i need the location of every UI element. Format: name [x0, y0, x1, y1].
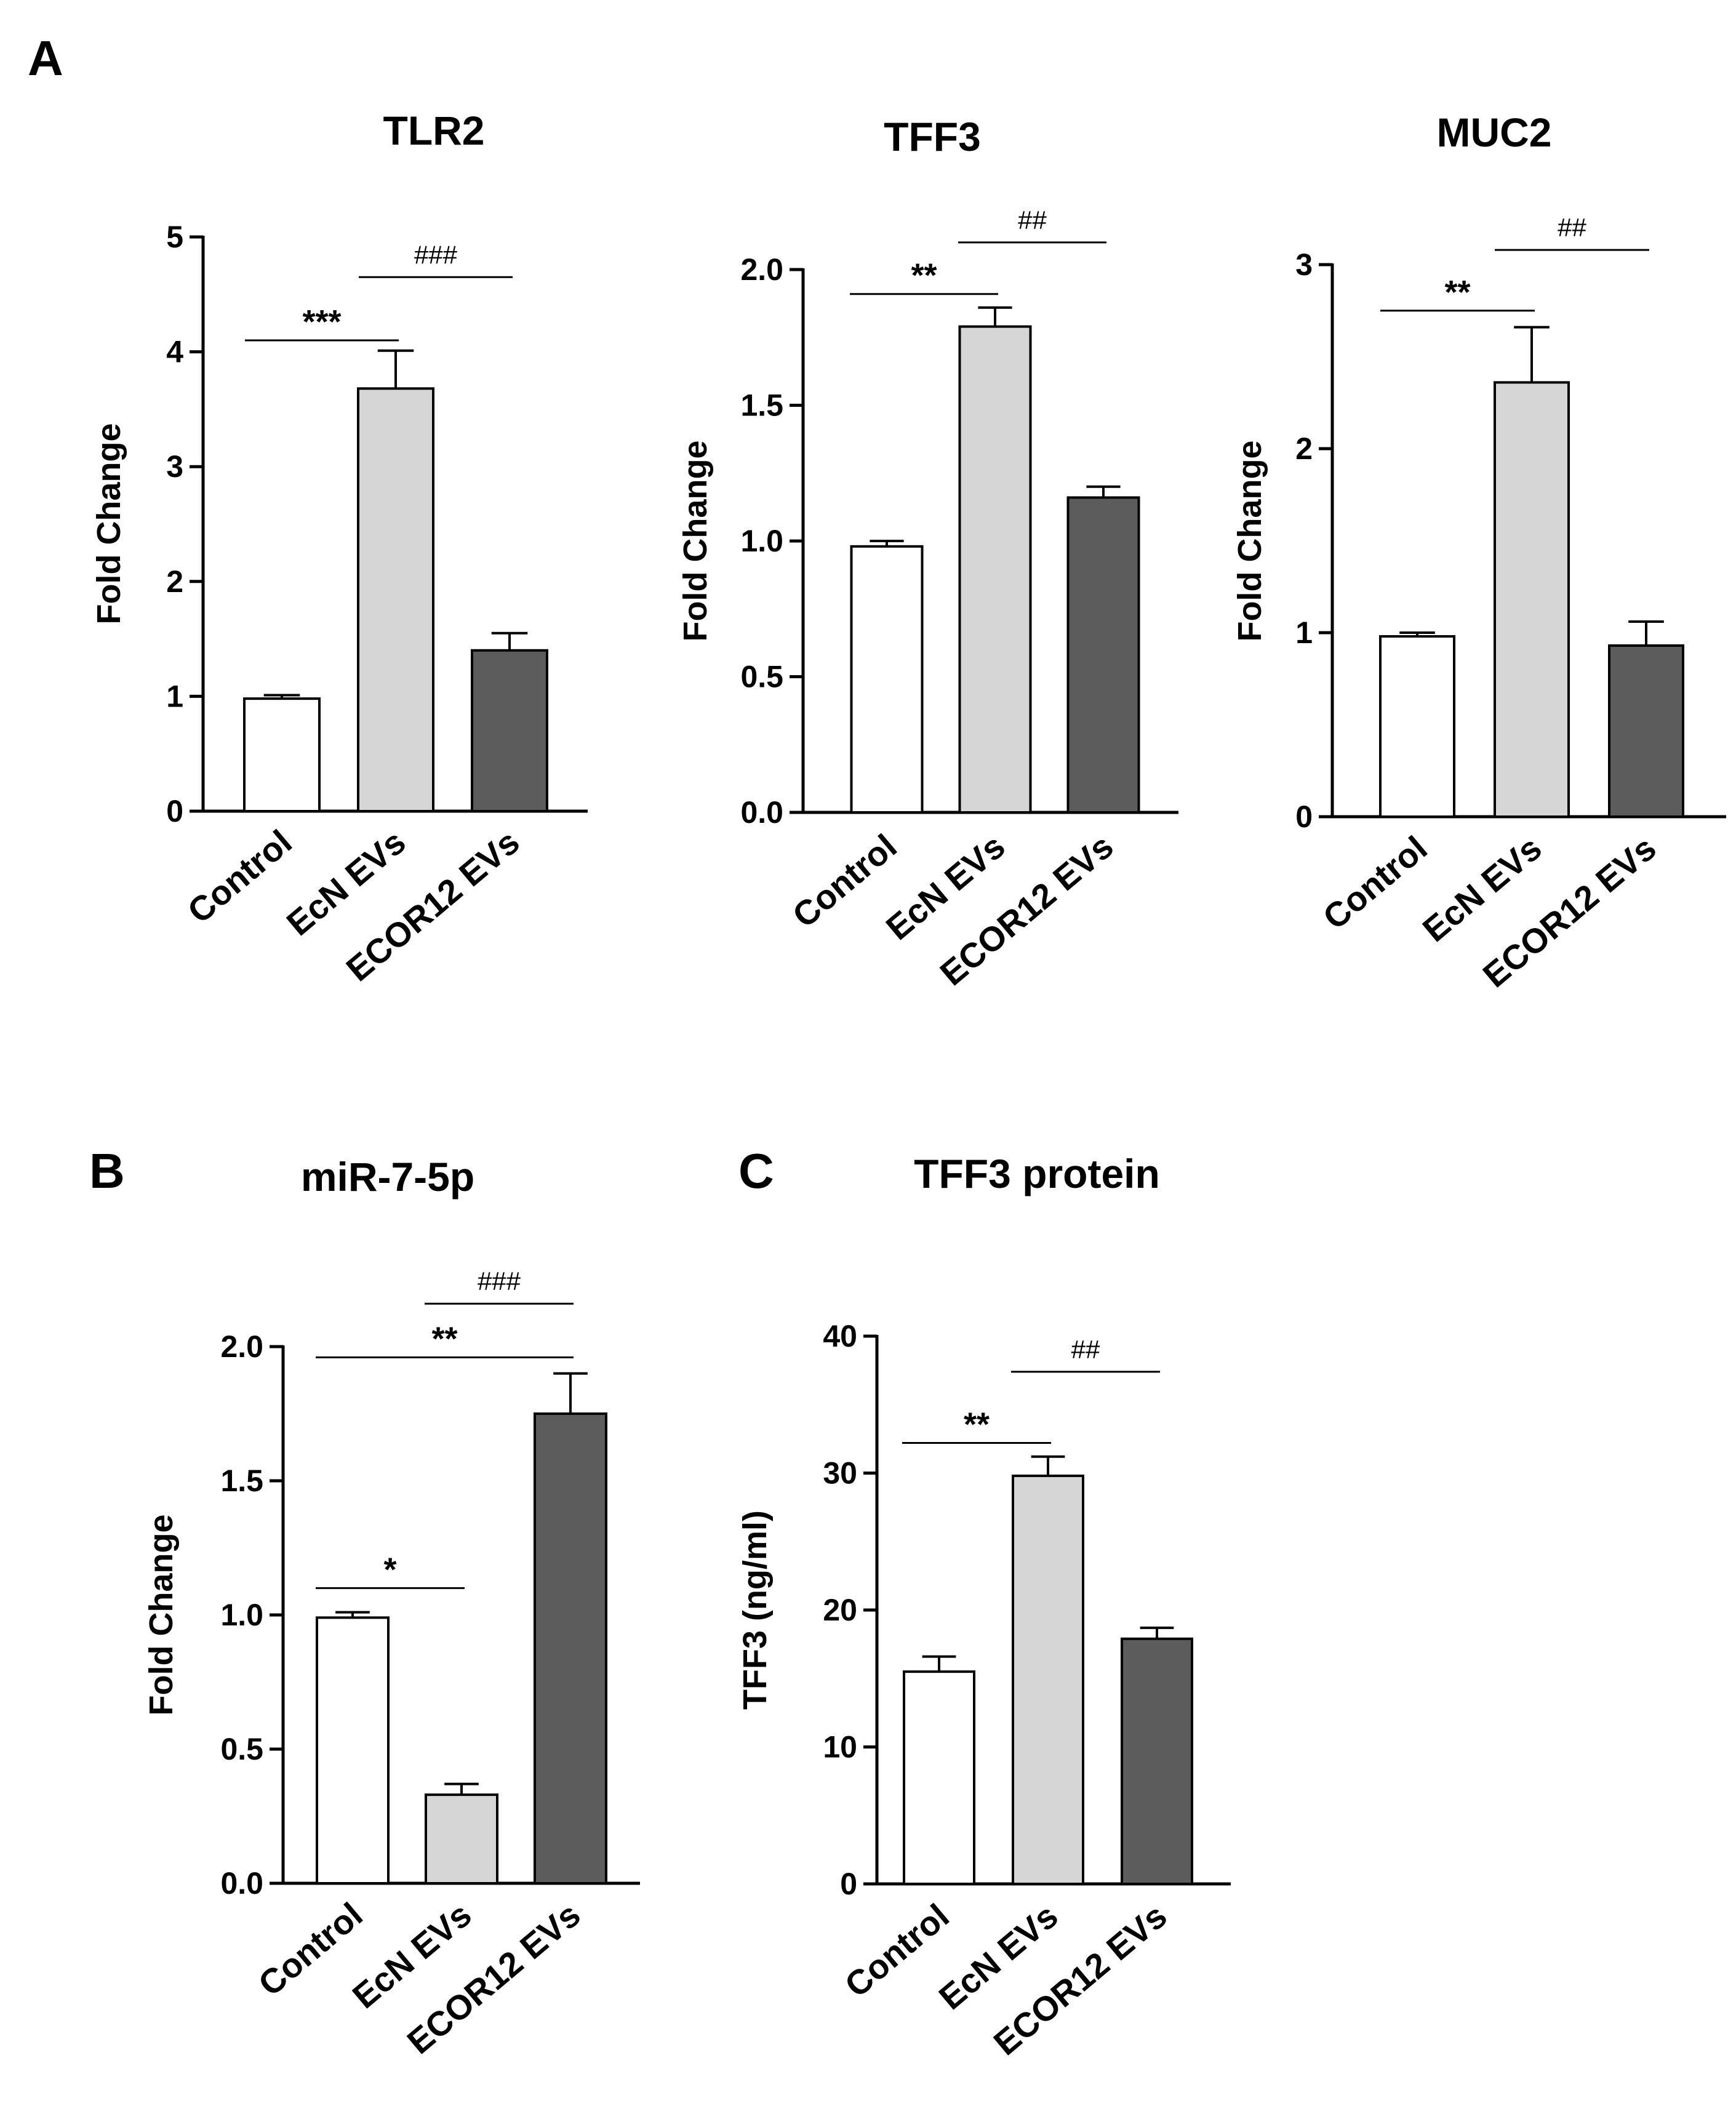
bar: [1012, 1474, 1084, 1885]
y-tick-label: 3: [1295, 247, 1313, 282]
y-tick-label: 2: [1295, 431, 1313, 466]
y-tick-label: 20: [823, 1593, 857, 1627]
bar: [1608, 644, 1684, 819]
bar: [1379, 635, 1455, 818]
y-tick-label: 1: [1295, 615, 1313, 650]
y-tick-label: 2.0: [220, 1329, 263, 1364]
y-tick-label: 0.5: [740, 660, 783, 694]
y-tick-label: 0.0: [740, 795, 783, 830]
y-tick-label: 1.0: [740, 524, 783, 558]
y-tick-label: 30: [823, 1456, 857, 1491]
chart-title: TFF3 protein: [914, 1151, 1160, 1196]
significance-label: **: [911, 257, 937, 294]
significance-label: **: [1444, 274, 1470, 311]
y-tick-label: 1.5: [220, 1464, 263, 1498]
significance-label: ***: [302, 303, 341, 340]
y-tick-label: 2: [166, 564, 183, 599]
bar: [316, 1616, 390, 1885]
y-axis-label: Fold Change: [1231, 441, 1268, 642]
bar: [850, 545, 924, 814]
chart-title: MUC2: [1436, 110, 1551, 155]
bar: [1494, 381, 1570, 818]
y-tick-label: 3: [166, 449, 183, 484]
panel-letter-a: A: [28, 31, 63, 86]
significance-label: **: [964, 1406, 990, 1443]
significance-label: ##: [1558, 213, 1586, 242]
y-tick-label: 0.5: [220, 1732, 263, 1766]
bar: [425, 1793, 498, 1885]
bar: [243, 697, 321, 812]
significance-label: *: [383, 1551, 396, 1588]
bar: [534, 1412, 607, 1885]
bar: [1121, 1637, 1193, 1886]
y-tick-label: 0.0: [220, 1866, 263, 1901]
y-axis-label: Fold Change: [90, 423, 127, 625]
chart-title: TLR2: [383, 108, 485, 153]
y-axis-label: Fold Change: [677, 441, 714, 642]
y-tick-label: 10: [823, 1730, 857, 1764]
chart-title: miR-7-5p: [301, 1154, 474, 1200]
significance-label: ###: [414, 240, 458, 269]
y-tick-label: 5: [166, 220, 183, 254]
bar: [357, 387, 434, 812]
y-axis-label: TFF3 (ng/ml): [737, 1510, 774, 1710]
y-tick-label: 1.0: [220, 1598, 263, 1632]
y-tick-label: 0: [166, 794, 183, 828]
bar: [1066, 496, 1140, 814]
y-axis-label: Fold Change: [143, 1515, 180, 1716]
y-tick-label: 1.5: [740, 388, 783, 423]
y-tick-label: 0: [840, 1867, 857, 1901]
significance-label: ##: [1018, 206, 1047, 234]
y-tick-label: 0: [1295, 799, 1313, 834]
y-tick-label: 2.0: [740, 252, 783, 287]
significance-label: **: [431, 1320, 457, 1357]
y-tick-label: 1: [166, 679, 183, 713]
significance-label: ###: [478, 1267, 521, 1296]
panel-letter-c: C: [738, 1144, 774, 1198]
y-tick-label: 40: [823, 1319, 857, 1353]
panel-letter-b: B: [89, 1144, 125, 1198]
bar: [958, 325, 1032, 814]
bar: [903, 1670, 975, 1885]
significance-label: ##: [1071, 1335, 1100, 1364]
y-tick-label: 4: [166, 335, 183, 369]
chart-title: TFF3: [884, 114, 981, 159]
bar: [471, 649, 548, 812]
